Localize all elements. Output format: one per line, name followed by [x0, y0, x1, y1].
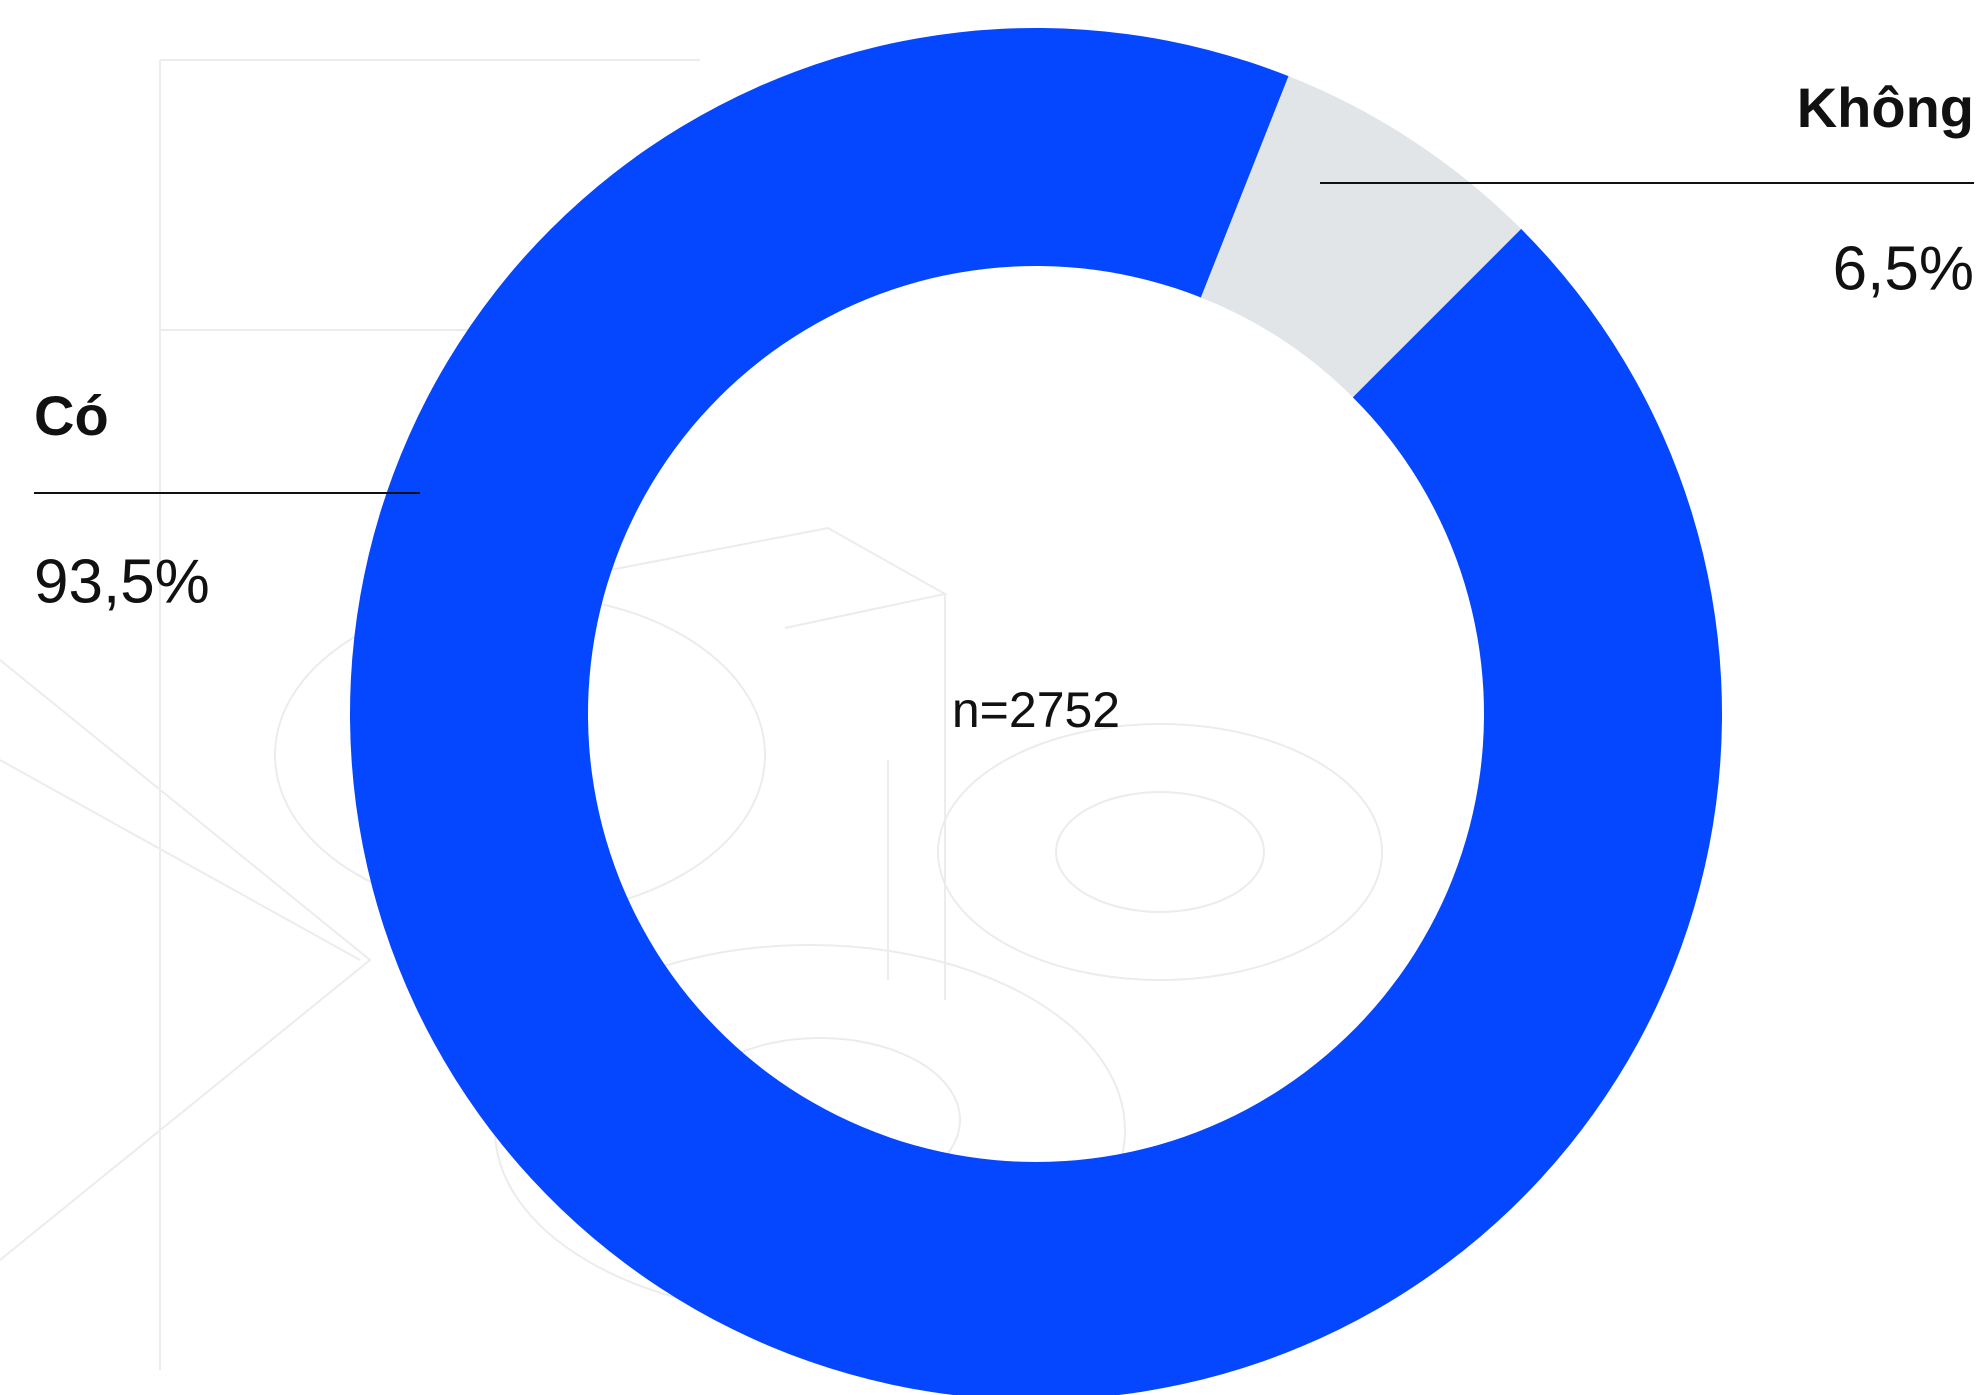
legend-label: Không — [1797, 76, 1974, 139]
legend-label: Có — [34, 384, 109, 447]
donut-slice — [350, 28, 1722, 1395]
background-art — [0, 59, 1383, 1370]
value-label: 6,5% — [1833, 234, 1974, 303]
donut — [350, 28, 1722, 1395]
center-label: n=2752 — [952, 682, 1120, 738]
donut-slice — [1200, 76, 1522, 398]
value-label: 93,5% — [34, 547, 210, 616]
